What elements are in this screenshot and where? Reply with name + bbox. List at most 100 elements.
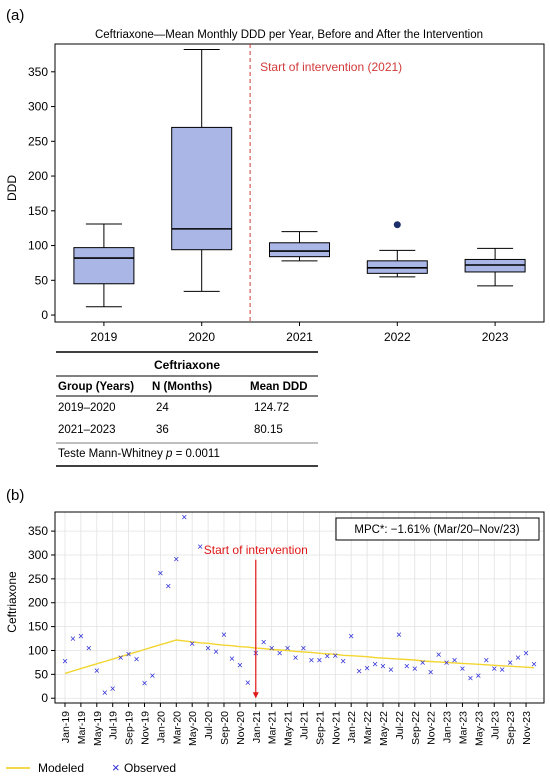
- observed-point: ×: [229, 654, 235, 665]
- box: [171, 126, 233, 251]
- observed-point: ×: [62, 656, 68, 667]
- x-tick-label: Jan-20: [155, 711, 167, 743]
- table-header-n: N (Months): [152, 381, 212, 393]
- observed-point: ×: [205, 644, 211, 655]
- observed-point: ×: [213, 647, 219, 658]
- observed-point: ×: [134, 655, 140, 666]
- modeled-line: [64, 639, 535, 675]
- observed-point: ×: [404, 661, 410, 672]
- observed-point: ×: [364, 664, 370, 675]
- x-tick-label: Sep-23: [505, 711, 517, 745]
- boxplot-y-label: DDD: [5, 175, 19, 201]
- observed-point: ×: [340, 656, 346, 667]
- x-tick-label: Jan-19: [60, 711, 72, 743]
- x-tick-label: Nov-20: [235, 711, 247, 745]
- x-tick-label: May-20: [187, 711, 199, 746]
- observed-point: ×: [460, 664, 466, 675]
- legend-observed-label: Observed: [124, 761, 176, 775]
- y-tick-label: 50: [35, 273, 49, 287]
- x-tick-label: Nov-19: [139, 711, 151, 745]
- observed-point: ×: [515, 653, 521, 664]
- y-tick-label: 250: [28, 572, 48, 586]
- observed-point: ×: [221, 630, 227, 641]
- table-cell: 124.72: [254, 402, 289, 414]
- panel-label-a: (a): [6, 7, 24, 24]
- observed-point: ×: [94, 666, 100, 677]
- x-tick-label: May-19: [92, 711, 104, 746]
- x-tick-label: May-23: [473, 711, 485, 746]
- intervention-label: Start of intervention (2021): [260, 60, 402, 74]
- table-cell: 36: [156, 424, 169, 436]
- x-tick-label: Jul-19: [108, 711, 120, 740]
- observed-point: ×: [475, 671, 481, 682]
- observed-point: ×: [309, 656, 315, 667]
- y-tick-label: 150: [28, 620, 48, 634]
- observed-point: ×: [436, 650, 442, 661]
- boxplot-chart: 0 50 100 150 200 250 300 350 2019 2020 2021 2022 202…: [28, 43, 545, 344]
- observed-point: ×: [348, 632, 354, 643]
- x-tick-label: Mar-23: [457, 711, 469, 744]
- y-tick-label: 350: [28, 524, 48, 538]
- x-tick-label: Jul-22: [394, 711, 406, 740]
- y-tick-label: 50: [35, 667, 49, 681]
- observed-point: ×: [157, 569, 163, 580]
- observed-point: ×: [118, 653, 124, 664]
- observed-point: ×: [531, 659, 537, 670]
- observed-point: ×: [316, 656, 322, 667]
- line-y-label: Ceftriaxone: [5, 571, 19, 633]
- x-tick-label: Jan-23: [442, 711, 454, 743]
- x-tick-label: Jul-20: [203, 711, 215, 740]
- x-tick-label: Mar-20: [171, 711, 183, 744]
- table-title: Ceftriaxone: [154, 358, 220, 372]
- x-tick-label: Jan-21: [251, 711, 263, 743]
- x-tick-label: Jul-21: [298, 711, 310, 740]
- observed-point: ×: [277, 648, 283, 659]
- legend-observed-marker: ×: [112, 760, 120, 775]
- observed-point: ×: [142, 678, 148, 689]
- x-tick-label: 2021: [286, 330, 313, 344]
- observed-point: ×: [467, 674, 473, 685]
- box: [269, 242, 330, 258]
- y-tick-label: 300: [28, 548, 48, 562]
- observed-point: ×: [499, 665, 505, 676]
- observed-point: ×: [150, 671, 156, 682]
- table-header-group: Group (Years): [58, 381, 134, 393]
- observed-point: ×: [165, 582, 171, 593]
- observed-point: ×: [126, 649, 132, 660]
- x-tick-label: May-21: [283, 711, 295, 746]
- observed-point: ×: [173, 554, 179, 565]
- x-tick-label: 2019: [91, 330, 118, 344]
- observed-point: ×: [245, 678, 251, 689]
- line-chart: 0 50 100 150 200 250 300 350 Jan-19 Mar-19 May-19 J…: [28, 511, 545, 746]
- y-tick-label: 100: [28, 643, 48, 657]
- observed-point: ×: [78, 632, 84, 643]
- legend-modeled-label: Modeled: [38, 761, 84, 775]
- intervention-arrow-head: [252, 692, 259, 699]
- table-header-mean: Mean DDD: [250, 381, 308, 393]
- observed-point: ×: [110, 684, 116, 695]
- table-cell: 24: [156, 402, 169, 414]
- x-tick-label: Mar-19: [76, 711, 88, 744]
- x-tick-label: Sep-22: [410, 711, 422, 745]
- x-tick-label: 2020: [188, 330, 215, 344]
- intervention-annotation: Start of intervention: [204, 543, 308, 557]
- table-cell: 2021–2023: [58, 424, 116, 436]
- observed-point: ×: [396, 630, 402, 641]
- observed-point: ×: [388, 665, 394, 676]
- x-tick-label: Mar-21: [267, 711, 279, 744]
- observed-point: ×: [324, 652, 330, 663]
- observed-point: ×: [86, 644, 92, 655]
- observed-point: ×: [356, 667, 362, 678]
- summary-table: Ceftriaxone Group (Years) N (Months) Mea…: [56, 351, 318, 467]
- observed-point: ×: [70, 634, 76, 645]
- y-tick-label: 200: [28, 169, 48, 183]
- x-tick-label: Nov-21: [330, 711, 342, 745]
- x-tick-label: Mar-22: [362, 711, 374, 744]
- legend: Modeled × Observed: [6, 760, 176, 775]
- observed-point: ×: [301, 644, 307, 655]
- table-cell: 2019–2020: [58, 402, 116, 414]
- x-tick-label: Nov-22: [426, 711, 438, 745]
- x-tick-label: Sep-20: [219, 711, 231, 745]
- observed-point: ×: [332, 651, 338, 662]
